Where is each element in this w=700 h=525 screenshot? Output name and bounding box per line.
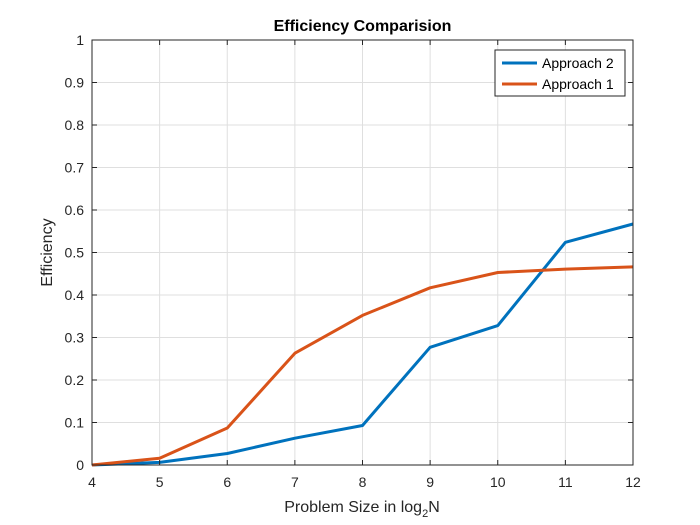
legend-entry-label: Approach 1 [542, 76, 614, 92]
y-tick-label: 1 [76, 32, 84, 48]
y-tick-label: 0.7 [65, 160, 85, 176]
x-axis-label-subscript: 2 [422, 508, 428, 520]
x-axis-label-tail: N [428, 499, 440, 516]
x-tick-label: 9 [426, 474, 434, 490]
x-axis-label-main: Problem Size in log [284, 499, 422, 516]
y-tick-label: 0.5 [65, 245, 85, 261]
y-tick-label: 0.3 [65, 330, 85, 346]
y-tick-label: 0.9 [65, 75, 85, 91]
legend-box [494, 49, 626, 97]
x-tick-label: 8 [359, 474, 367, 490]
y-tick-label: 0.2 [65, 372, 85, 388]
y-tick-label: 0.8 [65, 117, 85, 133]
series-lines [91, 222, 634, 467]
x-tick-label: 10 [490, 474, 506, 490]
y-tick-label: 0.6 [65, 202, 85, 218]
y-tick-label: 0 [76, 457, 84, 473]
legend-entry-label: Approach 2 [542, 55, 614, 71]
x-axis-label: Problem Size in log2N [284, 499, 440, 520]
x-tick-label: 11 [558, 474, 573, 490]
x-tick-label: 12 [625, 474, 641, 490]
axis-ticks: 4 5 6 7 8 9 10 11 12 0 0.1 0.2 0.3 0.4 0.5 0.6 0.7 0.8 0.9… [65, 32, 641, 490]
y-axis-label: Efficiency [39, 218, 56, 286]
legend: Approach 2 Approach 1 [494, 49, 626, 97]
series-line-2 [91, 265, 634, 467]
y-tick-label: 0.4 [65, 287, 85, 303]
x-tick-label: 6 [223, 474, 231, 490]
x-tick-label: 7 [291, 474, 299, 490]
chart-title: Efficiency Comparision [274, 18, 452, 35]
x-tick-label: 5 [156, 474, 164, 490]
y-tick-label: 0.1 [65, 415, 85, 431]
x-tick-label: 4 [88, 474, 96, 490]
